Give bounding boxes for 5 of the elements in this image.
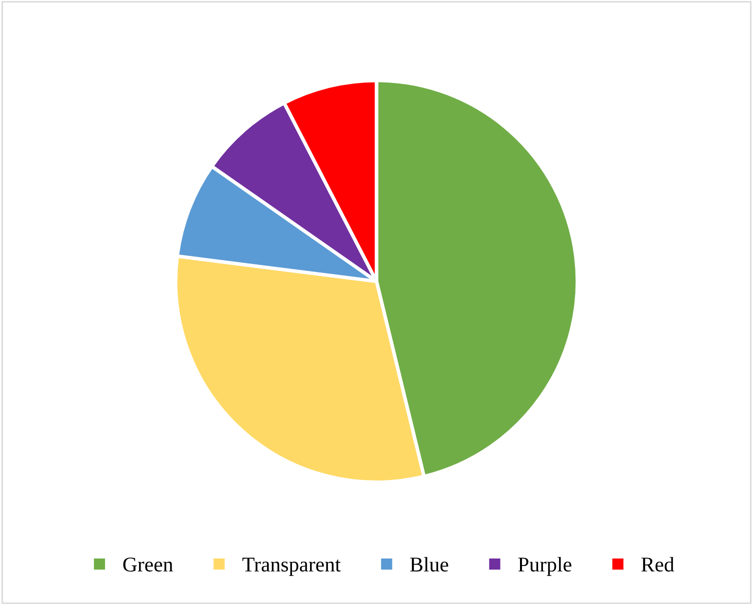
legend-label: Purple	[518, 556, 572, 576]
legend-label: Green	[123, 558, 173, 572]
legend-label: Red	[641, 556, 674, 572]
legend-label: Transparent	[242, 558, 341, 576]
legend-label: Blue	[410, 556, 448, 572]
